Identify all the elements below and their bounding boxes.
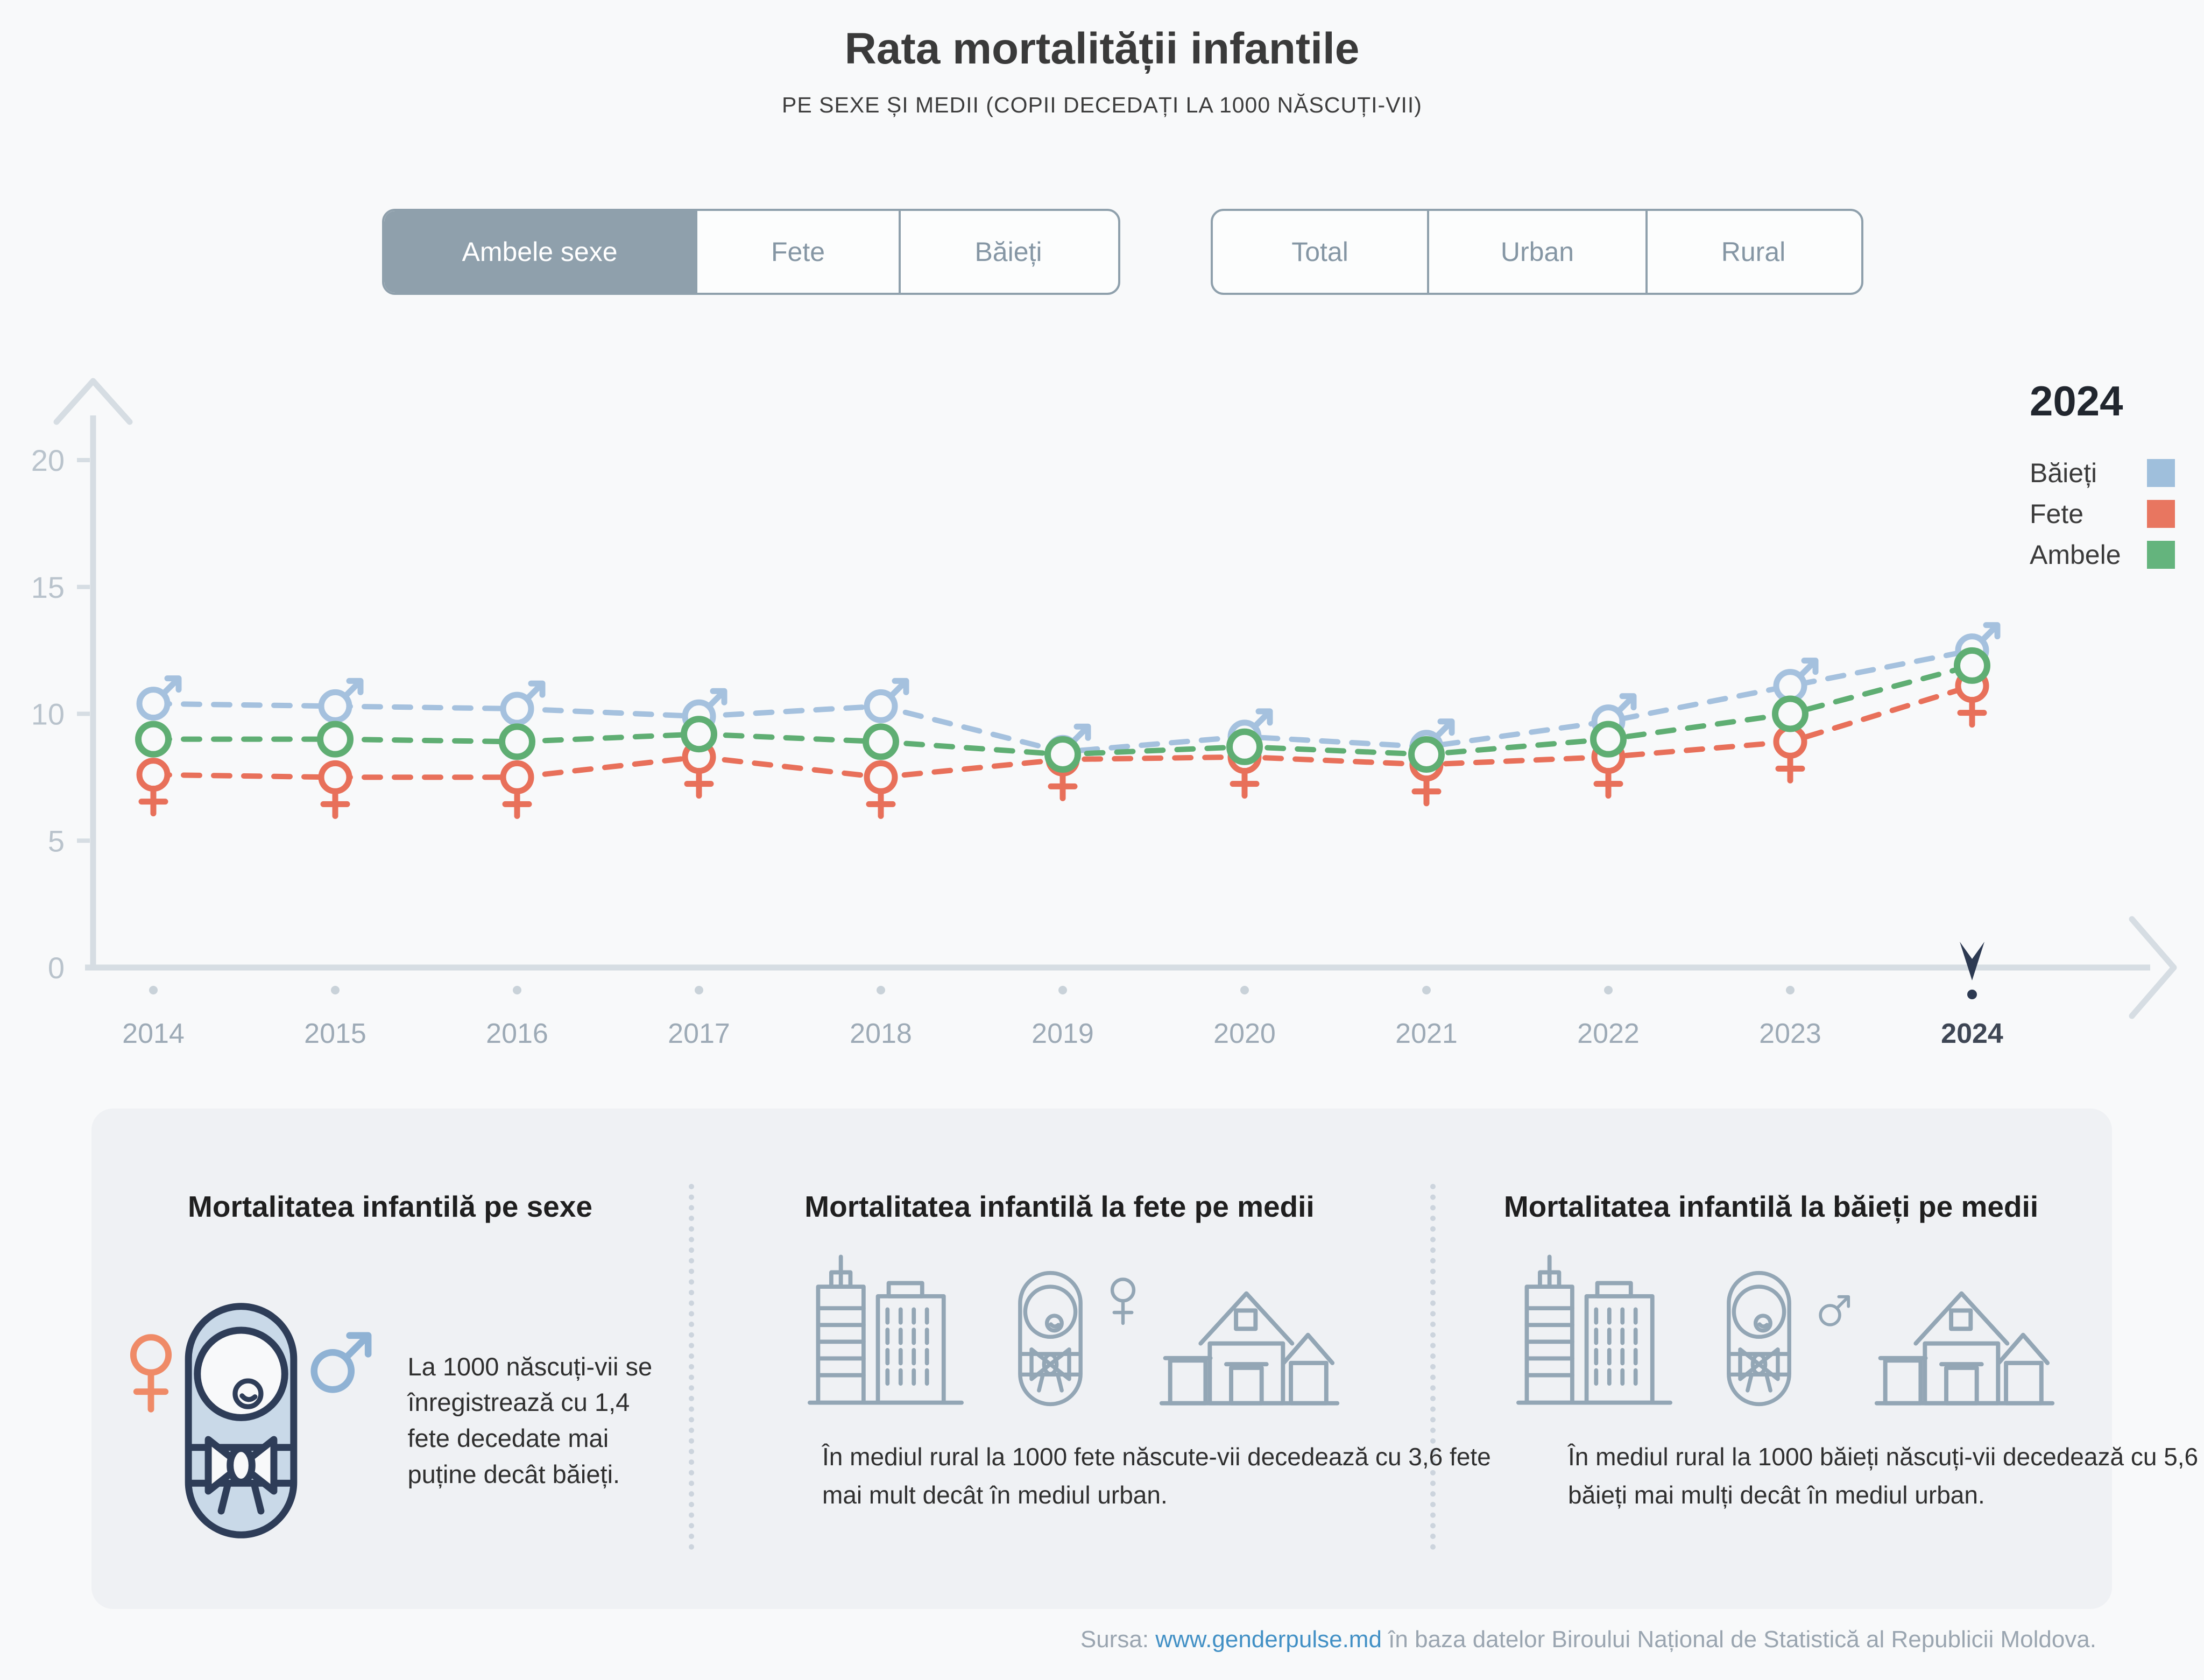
data-point-female-2015[interactable] (318, 760, 352, 819)
selected-year-pin[interactable] (1960, 942, 1984, 999)
sex-filter-ambele-sexe[interactable]: Ambele sexe (384, 211, 695, 293)
houses-icon (1874, 1291, 2054, 1406)
card-divider (1430, 1184, 1436, 1550)
female-icon (130, 1334, 172, 1413)
year-dot (149, 986, 158, 994)
mediu-filter-rural[interactable]: Rural (1645, 211, 1859, 293)
source-line: Sursa: www.genderpulse.md în baza datelo… (1080, 1626, 2096, 1653)
x-axis-arrow-icon (2129, 916, 2177, 1019)
card-divider (689, 1184, 694, 1550)
x-year-label-2015[interactable]: 2015 (304, 1018, 366, 1049)
year-dot (877, 986, 885, 994)
y-axis-arrow-icon (53, 378, 133, 425)
baby-outline-icon (1726, 1270, 1791, 1407)
card-fete-text: În mediul rural la 1000 fete născute-vii… (822, 1443, 1491, 1509)
legend-label-baieti: Băieți (2030, 458, 2097, 488)
data-point-male-2018[interactable] (864, 677, 909, 723)
mediu-filter-urban[interactable]: Urban (1427, 211, 1645, 293)
data-point-circle-2014[interactable] (135, 721, 172, 758)
x-year-label-2019[interactable]: 2019 (1032, 1018, 1094, 1049)
data-point-circle-2023[interactable] (1772, 695, 1809, 732)
y-tick-label: 15 (31, 570, 65, 604)
page-title: Rata mortalității infantile (844, 24, 1360, 73)
city-buildings-icon (1516, 1254, 1672, 1405)
x-year-label-2018[interactable]: 2018 (850, 1018, 912, 1049)
x-year-label-2020[interactable]: 2020 (1213, 1018, 1276, 1049)
genderpulse-link[interactable]: www.genderpulse.md (1155, 1626, 1382, 1653)
card-sexe-body: La 1000 născuți-vii se înregistrează cu … (113, 1270, 683, 1571)
data-point-circle-2017[interactable] (681, 716, 717, 753)
x-year-label-2016[interactable]: 2016 (486, 1018, 548, 1049)
data-point-circle-2021[interactable] (1408, 736, 1445, 773)
sex-filter-group: Ambele sexe Fete Băieți (382, 209, 1120, 295)
data-point-male-2015[interactable] (318, 677, 364, 723)
x-year-label-2021[interactable]: 2021 (1395, 1018, 1458, 1049)
y-tick-label: 5 (48, 824, 65, 858)
source-prefix: Sursa: (1080, 1626, 1149, 1653)
card-sexe-icons (125, 1294, 378, 1547)
source-suffix: în baza datelor Biroului Național de Sta… (1388, 1626, 2096, 1653)
card-sexe-text: La 1000 născuți-vii se înregistrează cu … (407, 1352, 653, 1488)
card-title-fete-medii: Mortalitatea infantilă la fete pe medii (804, 1190, 1315, 1223)
year-dot (1786, 986, 1795, 994)
data-point-circle-2022[interactable] (1590, 721, 1627, 758)
year-dot (1422, 986, 1431, 994)
y-tick-label: 0 (48, 951, 65, 985)
legend-item-fete: Fete (2030, 493, 2175, 534)
swaddled-baby-icon (185, 1303, 297, 1538)
data-point-male-2014[interactable] (136, 675, 182, 721)
x-year-label-2022[interactable]: 2022 (1577, 1018, 1640, 1049)
sex-filter-fete[interactable]: Fete (695, 211, 899, 293)
data-point-circle-2016[interactable] (499, 723, 535, 760)
legend-label-fete: Fete (2030, 499, 2084, 529)
x-year-label-2024[interactable]: 2024 (1941, 1018, 2003, 1049)
card-title-sexe: Mortalitatea infantilă pe sexe (188, 1190, 592, 1223)
card-fete-icons (689, 1248, 1430, 1410)
data-point-circle-2024[interactable] (1954, 647, 1990, 684)
sex-filter-baieti[interactable]: Băieți (899, 211, 1116, 293)
year-dot (1604, 986, 1613, 994)
mediu-filter-total[interactable]: Total (1291, 237, 1348, 267)
data-point-female-2016[interactable] (500, 760, 534, 819)
summary-cards-panel: Mortalitatea infantilă pe sexe Mortalita… (91, 1109, 2198, 1609)
page-subtitle: PE SEXE ȘI MEDII (COPII DECEDAȚI LA 1000… (782, 93, 1422, 117)
data-point-circle-2020[interactable] (1226, 728, 1263, 765)
data-point-male-2016[interactable] (500, 680, 546, 726)
mediu-filter-group: Total Urban Rural (1211, 209, 1863, 295)
female-icon (1110, 1277, 1136, 1325)
x-year-label-2017[interactable]: 2017 (668, 1018, 730, 1049)
year-dot (695, 986, 703, 994)
houses-icon (1159, 1291, 1340, 1406)
y-tick-label: 10 (31, 697, 65, 731)
card-baieti-icons (1430, 1248, 2112, 1410)
data-point-female-2014[interactable] (136, 758, 171, 817)
y-tick-label: 20 (31, 443, 65, 477)
data-point-circle-2015[interactable] (317, 721, 354, 758)
legend-label-ambele: Ambele (2030, 540, 2121, 570)
baieti-color-swatch (2147, 459, 2175, 487)
card-title-baieti-medii: Mortalitatea infantilă la băieți pe medi… (1503, 1190, 2039, 1223)
data-point-circle-2018[interactable] (863, 723, 899, 760)
year-dot (331, 986, 340, 994)
fete-color-swatch (2147, 500, 2175, 528)
data-point-circle-2019[interactable] (1044, 736, 1081, 773)
city-buildings-icon (808, 1254, 964, 1405)
year-dot (1240, 986, 1249, 994)
x-year-label-2023[interactable]: 2023 (1759, 1018, 1821, 1049)
legend-selected-year: 2024 (2030, 377, 2123, 425)
chart-legend: 2024 Băieți Fete Ambele (2030, 377, 2175, 575)
line-chart: 0 5 10 15 20 2014 2015 2016 2017 2018 2019 2020 2021… (31, 378, 2177, 1049)
x-year-label-2014[interactable]: 2014 (122, 1018, 185, 1049)
year-dot (1058, 986, 1067, 994)
male-icon (1818, 1295, 1850, 1326)
data-point-female-2023[interactable] (1773, 724, 1807, 783)
male-icon (310, 1332, 371, 1393)
year-dot (513, 986, 521, 994)
ambele-color-swatch (2147, 541, 2175, 569)
data-point-female-2018[interactable] (864, 760, 898, 819)
legend-item-baieti: Băieți (2030, 453, 2175, 493)
card-baieti-text: În mediul rural la 1000 băieți născuți-v… (1568, 1443, 2199, 1509)
legend-item-ambele: Ambele (2030, 534, 2175, 575)
baby-outline-icon (1018, 1270, 1083, 1407)
